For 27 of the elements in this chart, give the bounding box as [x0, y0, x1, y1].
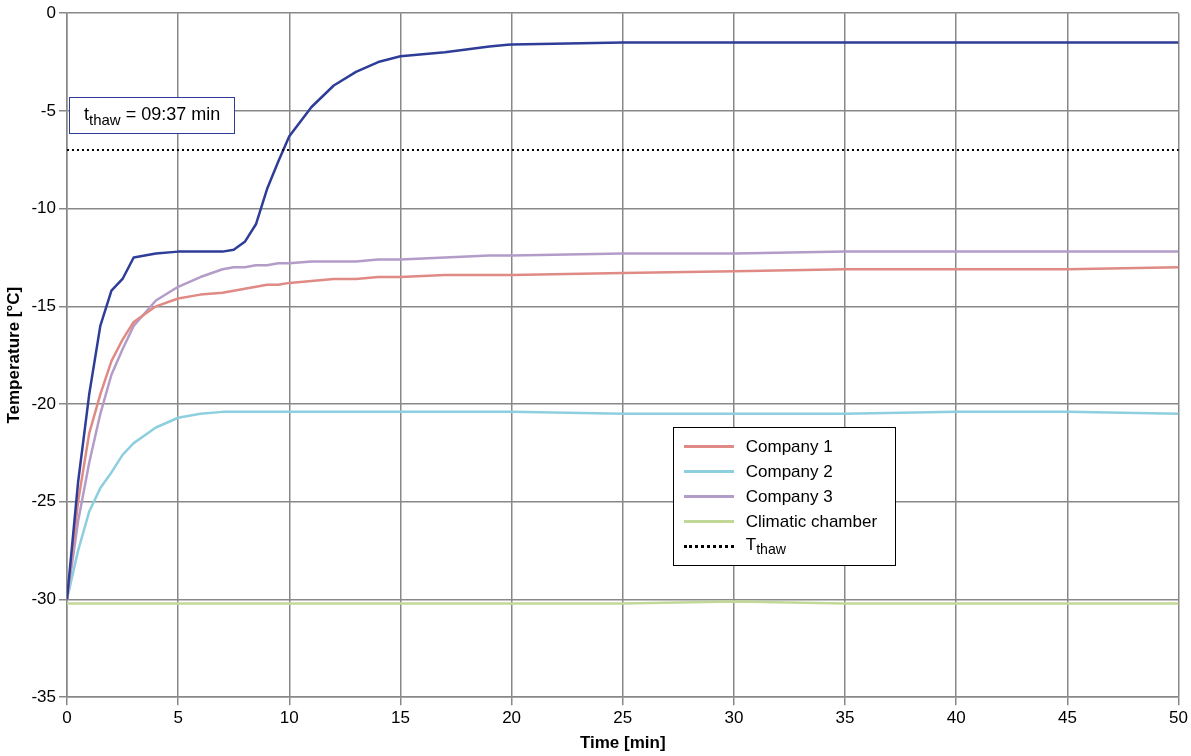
y-tick-label: -25	[31, 491, 56, 511]
x-tick-label: 0	[62, 708, 72, 728]
annotation: t$_{thaw}$ = 09:37 min	[68, 96, 236, 135]
y-tick-label: 0	[46, 2, 56, 22]
x-tick-label: 40	[946, 708, 966, 728]
y-tick-label: -30	[31, 589, 56, 609]
legend-label: Company 1	[745, 436, 833, 457]
y-axis-title: Temperature [°C]	[3, 286, 23, 424]
y-tick-label: -10	[31, 198, 56, 218]
x-tick-label: 25	[613, 708, 633, 728]
y-tick-label: -35	[31, 686, 56, 706]
legend-label: Company 3	[745, 486, 833, 507]
x-tick-label: 35	[835, 708, 855, 728]
y-tick-label: -5	[40, 100, 56, 120]
legend-label: Climatic chamber	[745, 511, 878, 532]
x-tick-label: 10	[279, 708, 299, 728]
x-tick-label: 30	[724, 708, 744, 728]
legend-label: Company 2	[745, 461, 833, 482]
x-tick-label: 15	[390, 708, 410, 728]
x-tick-label: 45	[1057, 708, 1077, 728]
x-tick-label: 20	[502, 708, 522, 728]
legend-label: T$_{thaw}$	[745, 535, 787, 558]
x-axis-title: Time [min]	[579, 733, 666, 753]
x-tick-label: 50	[1169, 708, 1189, 728]
y-tick-label: -20	[31, 393, 56, 413]
x-tick-label: 5	[173, 708, 183, 728]
y-tick-label: -15	[31, 296, 56, 316]
